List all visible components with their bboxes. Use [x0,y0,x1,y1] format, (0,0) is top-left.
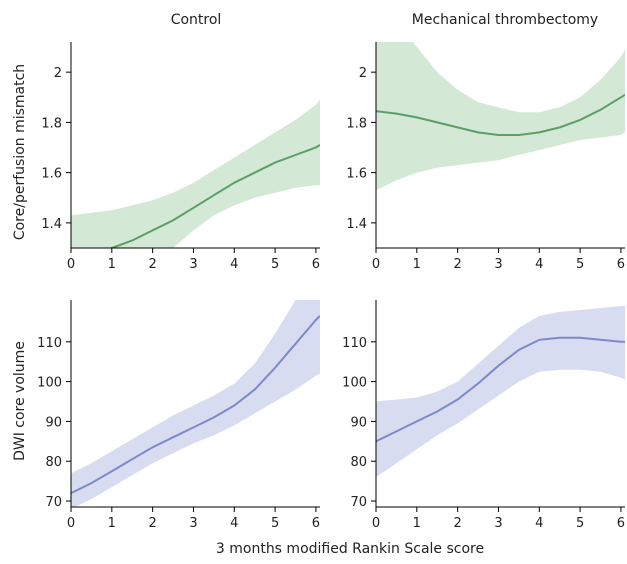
y-tick-label: 2 [359,66,367,81]
y-tick-label: 70 [45,495,62,510]
y-tick-label: 1.4 [346,217,367,232]
panel-control-dwi: 70 80 90 100 110 0 1 2 3 4 5 6 [37,300,320,531]
x-tick-label: 6 [617,516,625,531]
x-tick-label: 0 [67,516,75,531]
x-tick-label: 6 [312,257,320,272]
panel-title: Mechanical thrombectomy [412,12,598,28]
series-line [108,144,320,248]
y-tick-label: 80 [350,455,367,470]
x-tick-label: 4 [230,257,238,272]
x-tick-label: 2 [148,257,156,272]
x-axis-label: 3 months modified Rankin Scale score [216,541,484,557]
x-tick-label: 3 [494,516,502,531]
x-tick-label: 5 [271,516,279,531]
x-tick-label: 0 [67,257,75,272]
y-tick-label: 110 [37,336,62,351]
y-tick-label: 1.4 [41,217,62,232]
panel-title: Control [171,12,222,28]
y-tick-label: 100 [342,376,367,391]
x-tick-label: 1 [108,257,116,272]
confidence-band [376,306,625,478]
x-tick-label: 5 [576,257,584,272]
x-tick-label: 0 [372,516,380,531]
y-axis-label-mismatch: Core/perfusion mismatch [12,64,28,240]
series-line [376,93,625,136]
x-tick-label: 3 [189,516,197,531]
x-tick-label: 6 [617,257,625,272]
series-line [71,315,320,494]
y-tick-label: 1.8 [41,116,62,131]
x-tick-label: 5 [271,257,279,272]
x-tick-label: 3 [494,257,502,272]
panel-thrombectomy-mismatch: Mechanical thrombectomy 1.4 1.6 1.8 2 0 1 2 3 4 5… [346,12,625,272]
confidence-band [376,42,625,191]
x-tick-label: 2 [148,516,156,531]
y-axis-label-dwi: DWI core volume [12,341,28,461]
x-tick-label: 2 [453,516,461,531]
x-tick-label: 4 [535,257,543,272]
y-tick-label: 2 [54,66,62,81]
y-tick-label: 90 [350,415,367,430]
x-tick-label: 5 [576,516,584,531]
series-line [376,336,625,443]
x-tick-label: 2 [453,257,461,272]
x-tick-label: 1 [413,516,421,531]
x-tick-label: 4 [535,516,543,531]
y-tick-label: 100 [37,376,62,391]
y-tick-label: 90 [45,415,62,430]
y-tick-label: 1.6 [346,167,367,182]
x-tick-label: 1 [413,257,421,272]
x-tick-label: 3 [189,257,197,272]
y-tick-label: 80 [45,455,62,470]
panel-thrombectomy-dwi: 70 80 90 100 110 0 1 2 3 4 5 6 [342,300,625,531]
y-tick-label: 110 [342,336,367,351]
x-tick-label: 0 [372,257,380,272]
confidence-band [71,99,320,248]
y-tick-label: 1.6 [41,167,62,182]
x-tick-label: 6 [312,516,320,531]
x-tick-label: 4 [230,516,238,531]
y-tick-label: 1.8 [346,116,367,131]
panel-control-mismatch: Control 1.4 1.6 1.8 2 0 1 2 3 4 5 6 [41,12,320,272]
y-tick-label: 70 [350,495,367,510]
x-tick-label: 1 [108,516,116,531]
confidence-band [71,300,320,507]
